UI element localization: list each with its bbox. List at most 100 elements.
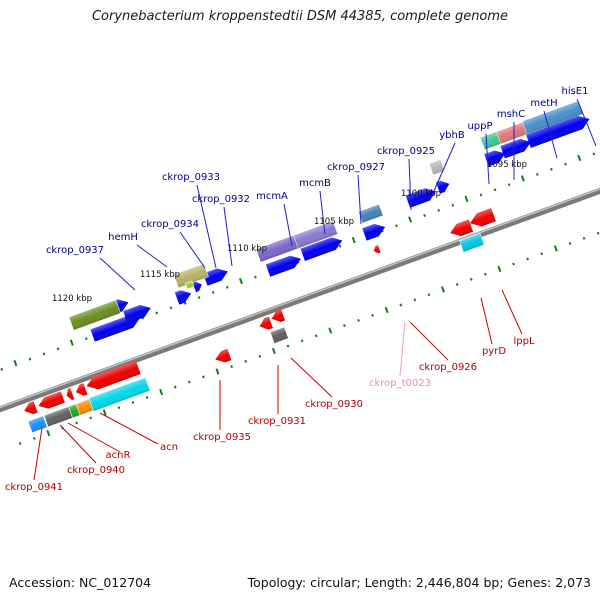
scale-tick — [357, 318, 360, 322]
forward-gene[interactable] — [203, 265, 230, 286]
feature-block[interactable] — [293, 220, 339, 249]
scale-tick — [188, 380, 191, 384]
forward-gene-label: ckrop_0925 — [377, 146, 435, 211]
scale-tick — [159, 388, 164, 396]
svg-text:1105 kbp: 1105 kbp — [314, 217, 354, 227]
scale-tick — [169, 306, 173, 310]
scale-tick — [102, 409, 107, 416]
reverse-gene[interactable] — [468, 208, 496, 230]
kbp-scale-label: 1105 kbp — [314, 217, 354, 227]
svg-text:ckrop_0941: ckrop_0941 — [5, 482, 63, 493]
reverse-gene[interactable] — [213, 348, 232, 365]
forward-gene-label: mshC — [497, 109, 525, 180]
scale-tick — [338, 244, 342, 248]
map-title: Corynebacterium kroppenstedtii DSM 44385… — [91, 9, 509, 24]
accession-text: Accession: NC_012704 — [9, 575, 152, 590]
reverse-gene[interactable] — [448, 219, 474, 239]
svg-text:hemH: hemH — [108, 232, 138, 243]
forward-gene-label: uppP — [467, 121, 493, 185]
scale-tick — [582, 236, 586, 240]
forward-gene-label: ckrop_0937 — [46, 245, 136, 291]
scale-tick — [300, 339, 304, 343]
reverse-gene[interactable] — [372, 245, 381, 255]
scale-tick — [536, 172, 539, 176]
forward-gene-label: ckrop_0934 — [141, 219, 206, 269]
svg-text:1120 kbp: 1120 kbp — [52, 294, 92, 304]
feature-block[interactable] — [269, 326, 289, 344]
svg-text:ckrop_0933: ckrop_0933 — [162, 172, 220, 183]
scale-tick — [211, 290, 215, 294]
reverse-gene-label: ckrop_t0023 — [369, 321, 431, 389]
scale-tick — [271, 347, 276, 355]
scale-tick — [32, 436, 36, 440]
feature-block[interactable] — [75, 398, 94, 416]
scale-tick — [343, 324, 346, 328]
scale-tick — [451, 203, 455, 207]
svg-text:hisE1: hisE1 — [561, 86, 588, 97]
forward-gene[interactable] — [265, 253, 303, 277]
forward-gene[interactable] — [123, 302, 153, 324]
feature-block[interactable] — [68, 299, 121, 331]
forward-gene-label: mcmB — [299, 178, 331, 235]
scale-tick — [145, 395, 149, 399]
forward-gene[interactable] — [526, 112, 592, 148]
forward-gene[interactable] — [192, 280, 204, 293]
scale-tick — [56, 347, 60, 351]
forward-gene-label: hemH — [108, 232, 168, 268]
feature-block[interactable] — [185, 280, 195, 290]
svg-text:ckrop_0926: ckrop_0926 — [419, 362, 477, 373]
scale-tick — [18, 442, 22, 446]
scale-tick — [202, 375, 205, 379]
reverse-gene-label: ckrop_0935 — [193, 380, 251, 443]
scale-tick — [437, 208, 441, 212]
scale-tick — [46, 429, 51, 437]
svg-text:ckrop_0927: ckrop_0927 — [327, 162, 385, 173]
forward-gene[interactable] — [484, 147, 507, 167]
reverse-gene[interactable] — [36, 391, 65, 411]
svg-text:ckrop_0940: ckrop_0940 — [67, 465, 125, 476]
forward-gene[interactable] — [300, 234, 344, 261]
scale-tick — [395, 224, 398, 228]
reverse-gene[interactable] — [270, 309, 286, 324]
reverse-gene-label: ckrop_0930 — [290, 357, 363, 410]
scale-tick — [423, 214, 426, 217]
reverse-gene[interactable] — [22, 401, 38, 416]
reverse-gene[interactable] — [74, 383, 88, 398]
kbp-scale-label: 1095 kbp — [487, 160, 527, 170]
reverse-gene[interactable] — [65, 387, 75, 401]
scale-tick — [427, 293, 431, 297]
svg-text:mcmA: mcmA — [256, 191, 288, 202]
forward-gene[interactable] — [362, 221, 387, 241]
scale-tick — [328, 327, 333, 334]
svg-text:acnR: acnR — [106, 450, 131, 461]
kbp-scale-label: 1110 kbp — [227, 244, 267, 254]
forward-gene[interactable] — [405, 185, 439, 208]
scale-tick — [568, 241, 572, 245]
forward-gene[interactable] — [174, 287, 194, 305]
feature-block[interactable] — [459, 233, 485, 253]
scale-tick — [413, 298, 417, 302]
feature-block[interactable] — [27, 415, 48, 433]
reverse-gene[interactable] — [258, 316, 273, 332]
feature-block[interactable] — [428, 159, 445, 176]
scale-tick — [512, 262, 515, 266]
forward-gene[interactable] — [500, 136, 533, 159]
svg-text:mshC: mshC — [497, 109, 525, 120]
scale-tick — [155, 311, 159, 315]
reverse-gene[interactable] — [84, 360, 141, 393]
scale-tick — [89, 416, 93, 420]
scale-tick — [596, 231, 600, 235]
svg-text:ckrop_t0023: ckrop_t0023 — [369, 378, 431, 389]
feature-block[interactable] — [358, 203, 384, 224]
scale-tick — [258, 354, 262, 358]
scale-tick — [464, 195, 469, 203]
scale-tick — [197, 296, 201, 300]
scale-tick — [526, 257, 530, 261]
scale-tick — [577, 154, 582, 162]
svg-text:ckrop_0932: ckrop_0932 — [192, 194, 250, 205]
feature-block[interactable] — [88, 377, 151, 412]
feature-block[interactable] — [173, 263, 209, 289]
forward-gene[interactable] — [435, 178, 451, 194]
reverse-gene-label: acnR — [67, 422, 131, 461]
scale-tick — [550, 167, 553, 171]
